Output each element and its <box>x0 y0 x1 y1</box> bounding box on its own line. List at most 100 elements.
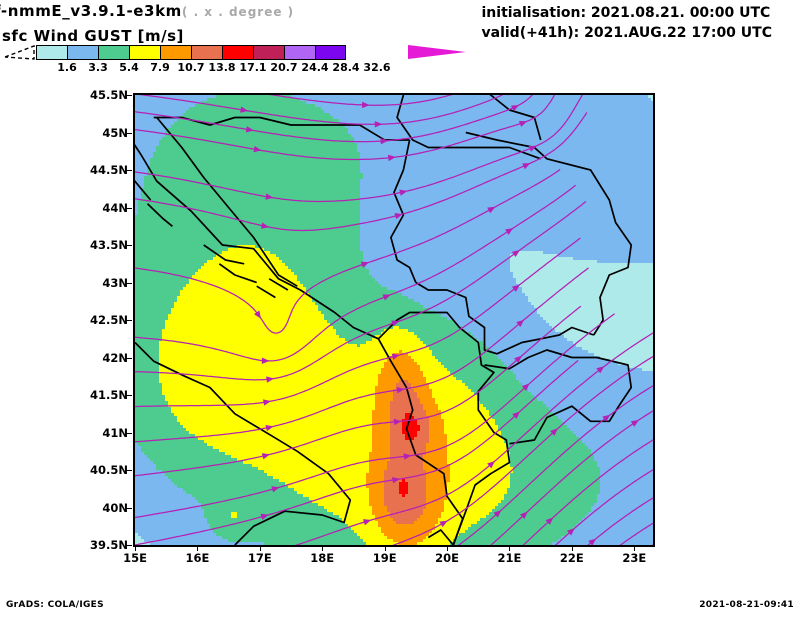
y-axis-labels: 39.5N 40N 40.5N 41N 41.5N 42N 42.5N 43N 43.5N 44N… <box>58 88 132 552</box>
y-tick-mark <box>126 245 132 246</box>
gust-fill-e8724f <box>384 380 429 524</box>
map-border-line <box>135 341 352 545</box>
streamline-arrow <box>545 517 554 525</box>
streamline-arrow <box>512 411 521 419</box>
streamline <box>135 112 588 232</box>
streamline <box>522 439 653 545</box>
streamline-arrow <box>260 513 269 520</box>
streamline-arrow <box>493 509 502 518</box>
map-border-line <box>203 244 245 265</box>
run-times: initialisation: 2021.08.21. 00:00 UTC va… <box>482 3 773 43</box>
y-tick-mark <box>126 320 132 321</box>
x-tick-mark <box>384 545 386 551</box>
streamline-arrow <box>514 355 522 364</box>
y-tick-44.5N: 44.5N <box>90 163 128 177</box>
streamline-arrow <box>630 419 639 427</box>
colorbar-tick-7: 20.7 <box>270 61 298 74</box>
streamline-arrow <box>265 193 274 200</box>
streamline-arrow <box>261 357 270 364</box>
y-tick-mark <box>126 432 132 434</box>
y-tick-43N: 43N <box>102 275 128 290</box>
map-border-line <box>390 139 417 283</box>
x-tick-23E: 23E <box>622 551 647 565</box>
streamline-arrow <box>261 453 270 460</box>
streamline-arrow <box>261 222 270 229</box>
colorbar-tick-labels: 1.6 3.3 5.4 7.9 10.7 13.8 17.1 20.7 24.4 28.4 32.6 <box>0 61 470 75</box>
streamline-arrow <box>391 320 400 327</box>
streamline-arrow <box>265 424 274 432</box>
streamline-arrow <box>254 310 261 319</box>
streamline-arrow <box>393 418 402 426</box>
streamline-arrow <box>550 428 558 436</box>
colorbar-swatch-9 <box>315 45 346 60</box>
colorbar-tick-6: 17.1 <box>239 61 267 74</box>
gust-fill-ffff00 <box>159 245 513 545</box>
streamline <box>135 360 579 545</box>
gust-fill-7ab8ef <box>135 95 653 545</box>
streamline-arrow <box>399 189 408 196</box>
y-tick-40.5N: 40.5N <box>90 463 128 477</box>
y-tick-45N: 45N <box>102 125 128 140</box>
colorbar-swatch-6 <box>222 45 253 60</box>
streamline-arrow <box>511 284 520 292</box>
footer-credit: GrADS: COLA/IGES <box>6 600 104 610</box>
colorbar: 1.6 3.3 5.4 7.9 10.7 13.8 17.1 20.7 24.4 28.4 32.6 <box>0 45 470 75</box>
valid-time: valid(+41h): 2021.AUG.22 17:00 UTC <box>481 25 773 41</box>
streamline-arrow <box>439 520 448 528</box>
gust-fill-ff9900 <box>366 350 450 545</box>
streamline-arrow <box>520 511 528 520</box>
colorbar-tick-9: 28.4 <box>332 61 360 74</box>
colorbar-swatch-1 <box>67 45 98 60</box>
map-border-line <box>396 95 541 160</box>
streamline-arrow <box>566 528 575 536</box>
streamline-arrow <box>266 376 275 383</box>
model-name: f-nmmE_v3.9.1-e3km <box>0 2 182 20</box>
y-tick-mark <box>126 282 132 284</box>
weather-map-canvas <box>135 95 653 545</box>
streamline-arrow <box>387 154 396 162</box>
y-tick-mark <box>126 357 132 359</box>
streamline-arrow <box>262 399 272 406</box>
y-tick-42.5N: 42.5N <box>90 313 128 327</box>
streamline-arrow <box>240 106 249 113</box>
colorbar-tick-1: 3.3 <box>88 61 108 74</box>
streamline <box>135 95 534 143</box>
colorbar-swatch-2 <box>98 45 129 60</box>
y-tick-40N: 40N <box>102 500 128 515</box>
streamline-arrow <box>391 353 400 360</box>
x-tick-17E: 17E <box>247 551 272 565</box>
y-tick-mark <box>126 545 132 546</box>
x-tick-mark <box>571 545 573 551</box>
colorbar-tick-5: 13.8 <box>208 61 236 74</box>
streamline <box>135 184 576 362</box>
map-border-line <box>256 285 276 299</box>
colorbar-tick-8: 24.4 <box>301 61 329 74</box>
map-border-line <box>218 263 257 284</box>
x-tick-20E: 20E <box>435 551 459 565</box>
streamline-arrow <box>403 453 412 460</box>
y-tick-41N: 41N <box>102 425 128 440</box>
map-border-line <box>415 281 594 355</box>
map-border-line <box>489 95 542 141</box>
colorbar-swatches <box>36 45 346 60</box>
y-tick-39.5N: 39.5N <box>90 538 128 552</box>
streamline-arrow <box>394 213 403 220</box>
streamline-arrow <box>588 538 597 545</box>
streamline-arrow <box>505 228 514 235</box>
streamline <box>619 522 653 545</box>
y-tick-mark <box>126 507 132 509</box>
streamline-arrow <box>516 319 525 328</box>
model-title: f-nmmE_v3.9.1-e3km( . x . degree ) <box>0 2 294 20</box>
streamline-arrow <box>602 414 611 422</box>
map-border-line <box>146 203 173 227</box>
map-border-line <box>268 278 289 291</box>
streamline-arrow <box>380 137 389 145</box>
x-tick-mark <box>509 545 511 551</box>
map-border-line <box>427 529 454 545</box>
streamline-arrow <box>528 145 537 152</box>
y-tick-41.5N: 41.5N <box>90 388 128 402</box>
streamline-arrow <box>253 145 262 153</box>
y-tick-44N: 44N <box>102 200 128 215</box>
streamline-arrow <box>522 163 531 170</box>
colorbar-swatch-8 <box>284 45 315 60</box>
